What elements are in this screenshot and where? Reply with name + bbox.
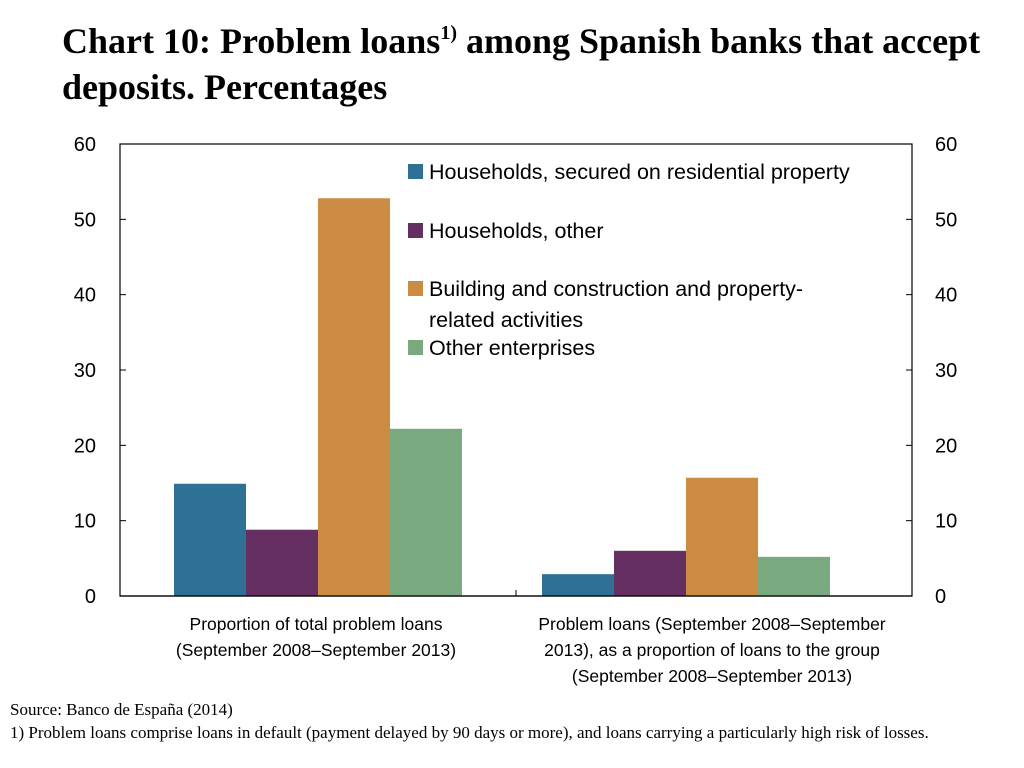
legend-label: Households, other — [429, 219, 604, 243]
y-tick-label-left: 50 — [74, 209, 96, 231]
bar — [174, 483, 246, 596]
legend-label: Other enterprises — [429, 336, 595, 360]
y-tick-label-left: 20 — [74, 435, 96, 457]
legend-label: Households, secured on residential prope… — [429, 160, 850, 184]
y-tick-label-right: 30 — [935, 360, 957, 382]
y-tick-label-left: 40 — [74, 285, 96, 307]
legend-swatch — [408, 223, 423, 238]
bar — [246, 529, 318, 596]
bar-chart: 0 0 10 10 20 20 30 30 40 40 50 50 60 60 Proportion of … — [74, 134, 958, 686]
y-tick-label-right: 40 — [935, 285, 957, 307]
y-tick-label-left: 0 — [85, 586, 96, 608]
chart-title: Chart 10: Problem loans1) among Spanish … — [62, 18, 1002, 110]
x-category-label: 2013), as a proportion of loans to the g… — [544, 640, 880, 660]
source-notes: Source: Banco de España (2014) 1) Proble… — [10, 698, 1010, 744]
source-text: Source: Banco de España (2014) — [10, 700, 233, 719]
y-tick-label-right: 50 — [935, 209, 957, 231]
bar — [318, 198, 390, 596]
legend-label: Building and construction and property- — [429, 277, 803, 301]
x-category-label: (September 2008–September 2013) — [572, 666, 852, 686]
footnote-text: 1) Problem loans comprise loans in defau… — [10, 723, 929, 742]
chart-title-main: Chart 10: Problem loans — [62, 21, 441, 61]
legend-swatch — [408, 281, 423, 296]
y-tick-label-left: 10 — [74, 511, 96, 533]
chart-title-footnote-marker: 1) — [440, 22, 457, 44]
legend-swatch — [408, 164, 423, 179]
bar — [614, 550, 686, 596]
x-category-label: Problem loans (September 2008–September — [538, 614, 885, 634]
x-category-label: Proportion of total problem loans — [190, 614, 443, 634]
y-tick-label-left: 30 — [74, 360, 96, 382]
legend-label: related activities — [429, 308, 583, 332]
bar — [686, 477, 758, 596]
y-tick-label-right: 60 — [935, 134, 957, 156]
legend-swatch — [408, 340, 423, 355]
y-tick-label-right: 10 — [935, 511, 957, 533]
bar — [758, 556, 830, 596]
chart-title-rest: among Spanish banks that accept deposits… — [62, 21, 981, 107]
bar — [542, 574, 614, 596]
x-category-label: (September 2008–September 2013) — [176, 640, 456, 660]
y-tick-label-right: 0 — [935, 586, 946, 608]
y-tick-label-left: 60 — [74, 134, 96, 156]
y-tick-label-right: 20 — [935, 435, 957, 457]
bar — [390, 428, 462, 596]
